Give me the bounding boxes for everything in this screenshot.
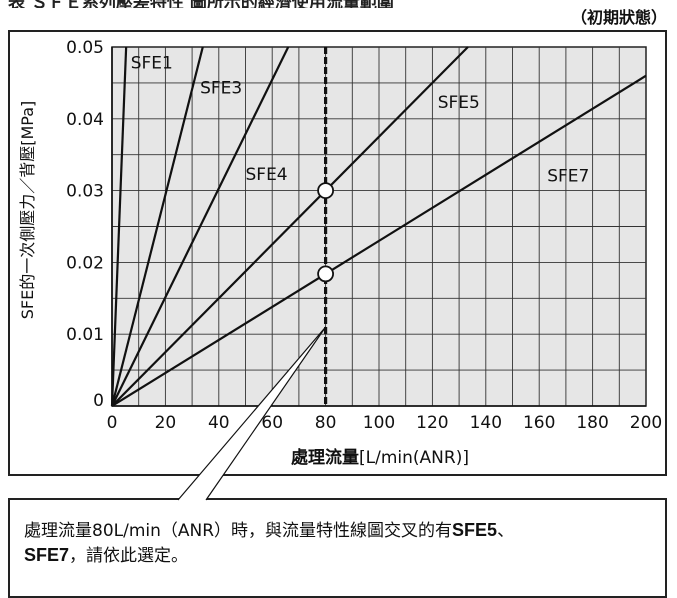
- note-highlight-sfe7: SFE7: [24, 545, 70, 565]
- series-label-sfe7: SFE7: [547, 166, 589, 186]
- x-tick-label: 60: [261, 413, 283, 433]
- x-tick-label: 180: [576, 413, 608, 433]
- grid-lines: [112, 47, 646, 406]
- series-line-sfe3: [110, 46, 204, 407]
- callout-edge-left: [177, 326, 327, 501]
- y-tick-label: 0: [93, 391, 104, 411]
- y-axis-label: SFE的一次側壓力／背壓[MPa]: [18, 100, 37, 320]
- intersection-marker-sfe5: [317, 182, 335, 200]
- x-tick-label: 20: [155, 413, 177, 433]
- note-highlight-sfe5: SFE5: [452, 520, 498, 540]
- y-tick-label: 0.01: [66, 325, 104, 345]
- x-axis-label: 處理流量[L/min(ANR)]: [291, 443, 469, 468]
- intersection-marker-sfe7: [317, 265, 335, 283]
- series-label-sfe4: SFE4: [246, 165, 288, 185]
- series-labels: SFE1 SFE3 SFE4 SFE5 SFE7: [131, 54, 590, 187]
- x-axis-label-unit: [L/min(ANR)]: [359, 448, 469, 468]
- x-tick-label: 120: [416, 413, 448, 433]
- series-line-sfe4: [111, 46, 290, 407]
- note-text: 處理流量80L/min（ANR）時，與流量特性線圖交叉的有SFE5、 SFE7，請…: [24, 518, 654, 568]
- intersection-markers: [317, 182, 335, 283]
- series-line-sfe5: [111, 46, 469, 407]
- x-tick-label: 140: [470, 413, 502, 433]
- y-tick-label: 0.04: [66, 110, 104, 130]
- x-tick-label: 160: [523, 413, 555, 433]
- y-tick-label: 0.02: [66, 253, 104, 273]
- series-label-sfe3: SFE3: [200, 79, 242, 99]
- y-tick-label: 0.05: [66, 38, 104, 58]
- initial-state-label: （初期狀態）: [570, 8, 667, 27]
- x-tick-label: 200: [630, 413, 662, 433]
- series-lines: [110, 46, 647, 407]
- x-tick-label: 40: [208, 413, 230, 433]
- x-tick-label: 0: [107, 413, 118, 433]
- series-line-sfe7: [111, 74, 647, 407]
- series-line-sfe1: [110, 46, 128, 407]
- note-text-after: ，請依此選定。: [69, 546, 189, 566]
- x-tick-label: 100: [363, 413, 395, 433]
- y-tick-label: 0.03: [66, 182, 104, 202]
- note-separator: 、: [497, 521, 515, 541]
- page-header-title: 表 ＳＦＥ系列壓差特性 圖所示的經濟使用流量範圍: [8, 0, 568, 8]
- x-axis-label-main: 處理流量: [291, 448, 360, 468]
- series-label-sfe1: SFE1: [131, 54, 173, 74]
- x-tick-label: 80: [315, 413, 337, 433]
- series-label-sfe5: SFE5: [438, 93, 480, 113]
- callout-pointer: [177, 326, 327, 501]
- tick-labels: 0 20 40 60 80 100 120 140 160 180 200 0 0.01 0.02 0.03…: [66, 38, 662, 433]
- callout-edge-right: [205, 326, 327, 501]
- axes: [111, 47, 646, 407]
- note-text-before: 處理流量80L/min（ANR）時，與流量特性線圖交叉的有: [24, 521, 453, 541]
